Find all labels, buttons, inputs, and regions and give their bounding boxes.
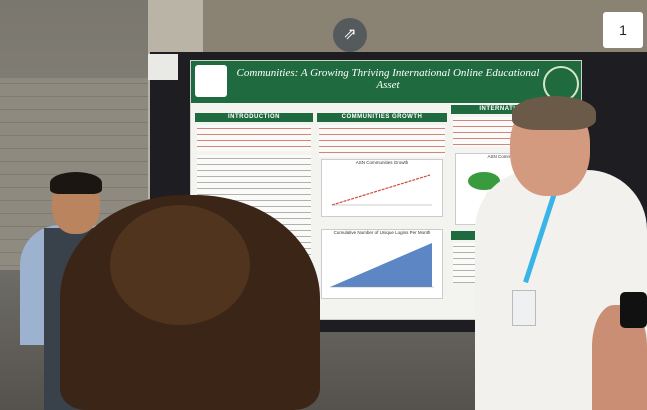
booth-number-sign: 1 bbox=[603, 12, 643, 48]
attendee-left-hair bbox=[50, 172, 102, 194]
booth-number: 1 bbox=[619, 22, 627, 38]
back-wall bbox=[200, 0, 647, 60]
stairs-icon: ⇗ bbox=[333, 18, 367, 52]
intro-text bbox=[197, 125, 311, 151]
section-intro: INTRODUCTION bbox=[195, 113, 313, 122]
logins-chart: Cumulative Number of Unique Logins Per M… bbox=[321, 229, 443, 299]
growth-text bbox=[319, 125, 445, 157]
logins-chart-plot bbox=[330, 243, 434, 288]
presenter-hair bbox=[512, 96, 596, 130]
growth-chart-title: ASN Communities Growth bbox=[355, 160, 409, 165]
poster-header: Communities: A Growing Thriving Internat… bbox=[191, 61, 581, 103]
foreground-viewer-highlight bbox=[110, 205, 250, 325]
poster-title: Communities: A Growing Thriving Internat… bbox=[236, 67, 540, 91]
board-note bbox=[148, 54, 178, 80]
growth-chart-plot bbox=[331, 174, 432, 206]
growth-chart: ASN Communities Growth bbox=[321, 159, 443, 217]
section-growth: COMMUNITIES GROWTH bbox=[317, 113, 447, 122]
logins-chart-title: Cumulative Number of Unique Logins Per M… bbox=[333, 230, 431, 235]
phone-camera bbox=[620, 292, 647, 328]
poster-logo bbox=[195, 65, 227, 97]
presenter-badge bbox=[512, 290, 536, 326]
